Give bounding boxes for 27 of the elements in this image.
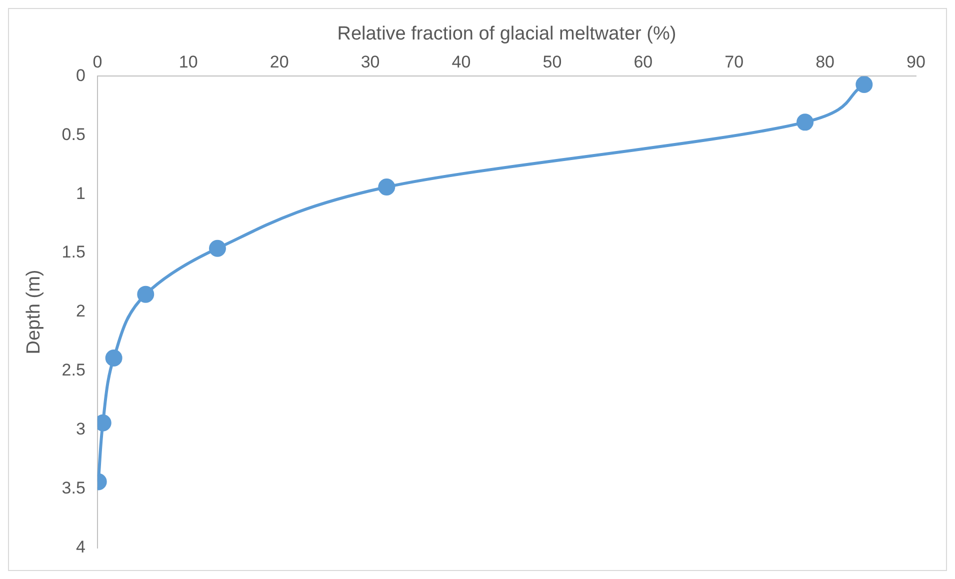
y-axis-title: Depth (m) bbox=[24, 270, 45, 354]
y-tick-label: 1.5 bbox=[62, 242, 86, 262]
x-tick-label: 0 bbox=[92, 52, 102, 72]
y-tick-label: 0 bbox=[76, 66, 86, 85]
x-axis-title: Relative fraction of glacial meltwater (%) bbox=[337, 24, 676, 45]
y-tick-label: 2.5 bbox=[62, 360, 86, 380]
point bbox=[105, 349, 122, 366]
x-tick-label: 60 bbox=[634, 52, 653, 72]
x-tick-label: 40 bbox=[452, 52, 471, 72]
x-tick-label: 10 bbox=[178, 52, 198, 72]
x-tick-label: 20 bbox=[270, 52, 289, 72]
point bbox=[796, 114, 814, 131]
x-tick-label: 30 bbox=[360, 52, 380, 72]
x-tick-label: 70 bbox=[724, 52, 744, 72]
point bbox=[856, 76, 873, 93]
y-tick-label: 1 bbox=[76, 184, 86, 203]
y-tick-label: 3.5 bbox=[62, 478, 86, 498]
y-tick-label: 4 bbox=[76, 537, 86, 556]
x-tick-label: 50 bbox=[542, 52, 562, 72]
y-tick-label: 2 bbox=[76, 302, 86, 321]
point bbox=[208, 240, 226, 257]
y-tick-label: 3 bbox=[76, 420, 86, 439]
point bbox=[137, 286, 154, 303]
y-tick-label: 0.5 bbox=[62, 124, 86, 144]
x-tick-label: 80 bbox=[816, 52, 835, 72]
x-tick-label: 90 bbox=[906, 52, 926, 72]
point bbox=[378, 178, 396, 196]
